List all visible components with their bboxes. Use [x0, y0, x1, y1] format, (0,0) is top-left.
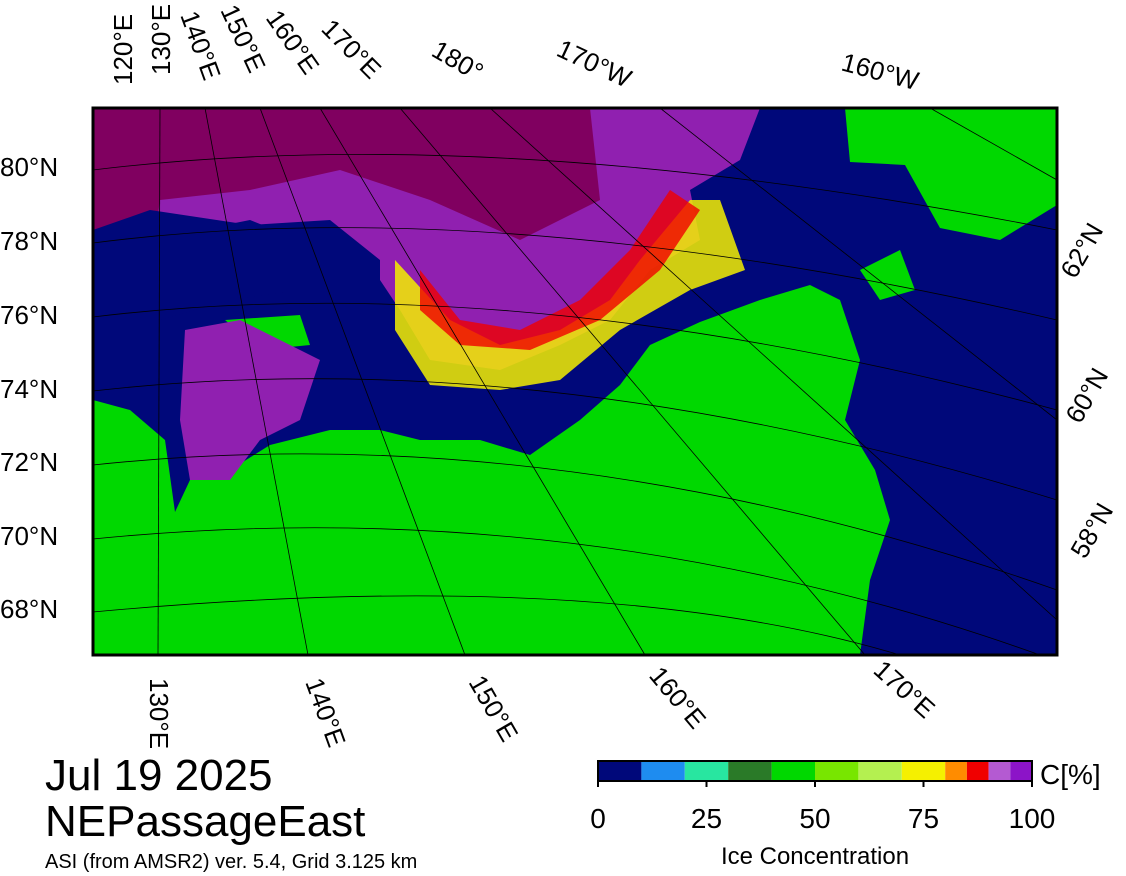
ice-edge [420, 190, 700, 350]
lon-label: 170°W [552, 33, 636, 93]
colorbar-segment [684, 761, 729, 781]
region: NEPassageEast [45, 797, 365, 846]
land [860, 250, 915, 300]
parallel [93, 453, 1057, 591]
lat-label: 60°N [1059, 363, 1114, 428]
lon-label: 160°W [838, 47, 922, 96]
meridian [659, 108, 1057, 421]
lat-label: 74°N [0, 374, 58, 404]
lon-label: 150°E [463, 670, 525, 747]
colorbar-segment [858, 761, 902, 781]
lat-label: 68°N [0, 594, 58, 624]
lon-label: 160°E [260, 4, 325, 79]
lat-label: 78°N [0, 226, 58, 256]
meridian [489, 108, 1057, 621]
lon-label: 130°E [144, 678, 174, 749]
colorbar-tick-label: 50 [799, 803, 830, 834]
lon-label: 130°E [146, 4, 176, 75]
colorbar-segment [901, 761, 946, 781]
colorbar-tick-label: 0 [590, 803, 606, 834]
lon-label: 170°E [316, 13, 388, 85]
colorbar-segment [771, 761, 815, 781]
colorbar-segment [1010, 761, 1032, 781]
lat-label: 76°N [0, 300, 58, 330]
parallel [93, 527, 1041, 655]
lat-label: 70°N [0, 521, 58, 551]
lon-label: 140°E [299, 674, 352, 751]
graticule [93, 108, 1057, 655]
meridian [929, 108, 1057, 181]
meridian [399, 108, 866, 655]
colorbar-segment [598, 761, 642, 781]
map-frame [91, 106, 1059, 657]
lon-label: 160°E [643, 661, 712, 735]
colorbar-label: Ice Concentration [721, 843, 909, 870]
date: Jul 19 2025 [45, 751, 273, 800]
ice-full [93, 108, 600, 280]
colorbar-tick-label: 25 [691, 803, 722, 834]
colorbar-segment [945, 761, 967, 781]
ice-islands [180, 320, 320, 480]
parallel [93, 595, 901, 655]
lon-label: 180° [427, 34, 489, 87]
colorbar-segment [641, 761, 685, 781]
colorbar-segment [988, 761, 1011, 781]
lat-label: 62°N [1054, 218, 1109, 283]
colorbar-tick-label: 75 [908, 803, 939, 834]
lon-label: 120°E [108, 14, 138, 85]
parallel [93, 302, 1057, 411]
meridian [259, 108, 466, 655]
colorbar-segment [815, 761, 859, 781]
parallel [93, 227, 1057, 321]
colorbar-segment [966, 761, 989, 781]
meridian [204, 108, 309, 655]
colorbar-unit: C[%] [1040, 759, 1101, 790]
lat-label: 58°N [1064, 498, 1119, 563]
meridian [157, 108, 161, 655]
colorbar-segment [728, 761, 772, 781]
source: ASI (from AMSR2) ver. 5.4, Grid 3.125 km [45, 851, 417, 873]
meridian [319, 108, 646, 655]
lon-label: 170°E [868, 654, 941, 724]
parallel [93, 378, 1057, 501]
map [93, 108, 1057, 655]
lat-label: 80°N [0, 152, 58, 182]
lat-label: 72°N [0, 447, 58, 477]
land [845, 108, 1057, 240]
colorbar-tick-label: 100 [1009, 803, 1056, 834]
land [93, 285, 890, 655]
